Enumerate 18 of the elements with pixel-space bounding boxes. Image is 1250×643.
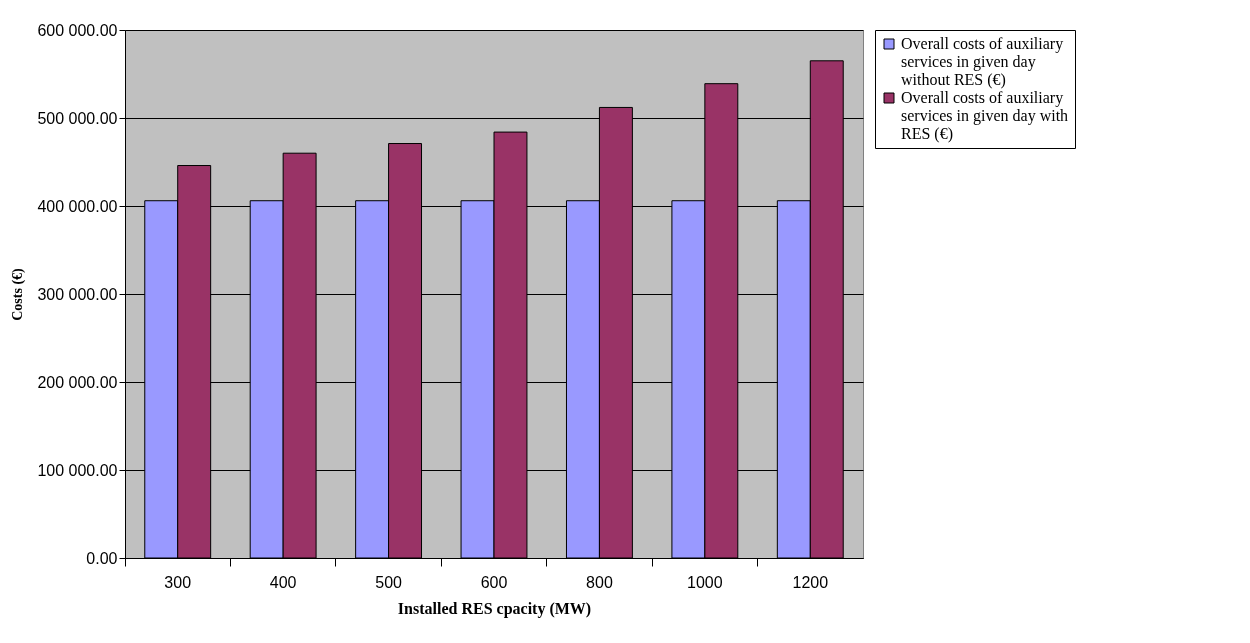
y-axis-title: Costs (€) xyxy=(10,267,27,321)
y-tick-label: 600 000.00 xyxy=(37,21,118,39)
y-tick-label: 500 000.00 xyxy=(37,109,118,127)
x-tick-label: 400 xyxy=(269,573,297,591)
y-tick-label: 400 000.00 xyxy=(37,197,118,215)
x-tick-label: 500 xyxy=(375,573,403,591)
y-tick-label: 300 000.00 xyxy=(37,285,118,303)
x-axis-title: Installed RES cpacity (MW) xyxy=(397,599,592,618)
y-tick-label: 200 000.00 xyxy=(37,373,118,391)
x-tick-label: 1200 xyxy=(792,573,829,591)
x-tick-label: 300 xyxy=(164,573,192,591)
legend-label: Overall costs of auxiliary services in given day with RES (€) xyxy=(901,89,1069,143)
y-tick-label: 100 000.00 xyxy=(37,461,118,479)
x-tick-label: 800 xyxy=(586,573,613,591)
y-tick-label: 0.00 xyxy=(86,549,118,567)
x-tick-label: 1000 xyxy=(687,573,723,591)
legend-label: Overall costs of auxiliary services in given day without RES (€) xyxy=(901,35,1064,89)
x-tick-label: 600 xyxy=(480,573,508,591)
